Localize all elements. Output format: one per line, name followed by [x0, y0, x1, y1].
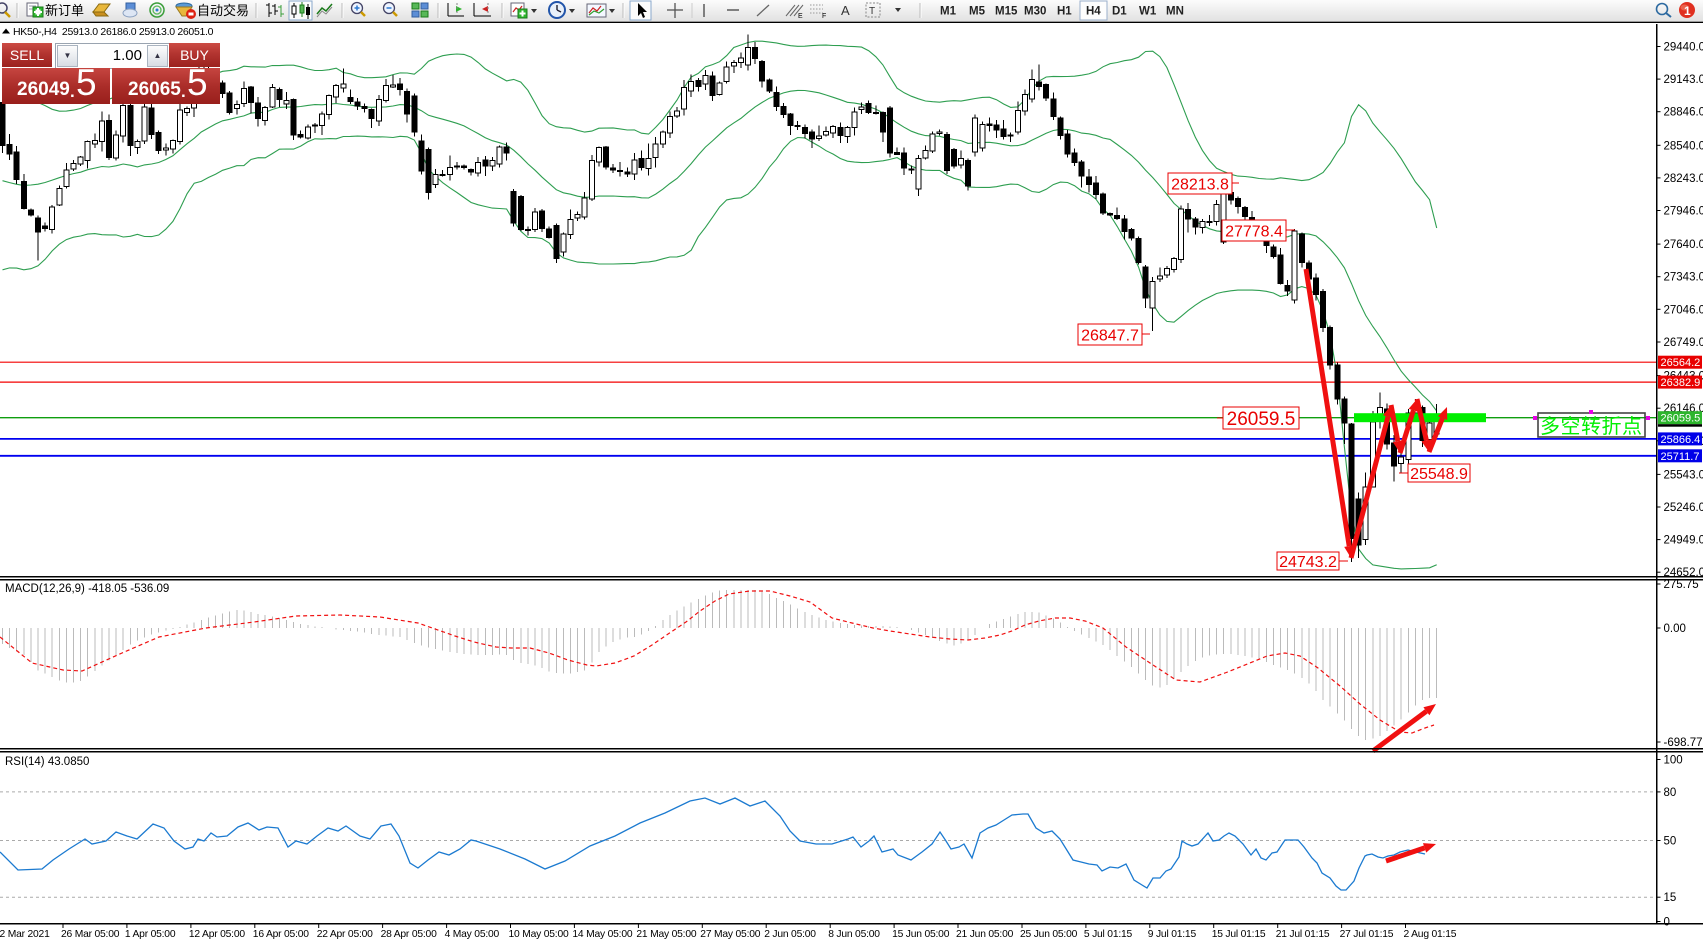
svg-text:16 Apr 05:00: 16 Apr 05:00 [253, 929, 309, 940]
svg-text:14 May 05:00: 14 May 05:00 [572, 929, 632, 940]
svg-text:24743.2: 24743.2 [1279, 554, 1337, 571]
svg-text:T: T [869, 6, 875, 17]
svg-text:26749.0: 26749.0 [1664, 337, 1703, 349]
svg-text:15 Jul 01:15: 15 Jul 01:15 [1212, 929, 1266, 940]
svg-text:M15: M15 [995, 6, 1018, 18]
svg-text:F: F [822, 13, 826, 20]
svg-text:15: 15 [1664, 892, 1677, 904]
svg-text:HK50-,H4 25913.0 26186.0 2591: HK50-,H4 25913.0 26186.0 25913.0 26051.0 [13, 26, 214, 38]
svg-text:29440.0: 29440.0 [1664, 42, 1703, 54]
svg-text:H1: H1 [1057, 6, 1072, 18]
svg-text:D1: D1 [1112, 6, 1127, 18]
svg-text:H4: H4 [1086, 6, 1101, 18]
svg-text:12 Apr 05:00: 12 Apr 05:00 [189, 929, 245, 940]
svg-text:28213.8: 28213.8 [1171, 176, 1229, 193]
svg-text:24652.0: 24652.0 [1664, 567, 1703, 579]
svg-text:8 Jun 05:00: 8 Jun 05:00 [828, 929, 880, 940]
svg-text:4 May 05:00: 4 May 05:00 [445, 929, 500, 940]
svg-text:W1: W1 [1139, 6, 1157, 18]
svg-text:26059.5: 26059.5 [1661, 413, 1701, 425]
svg-text:29143.0: 29143.0 [1664, 74, 1703, 86]
svg-text:22 Mar 2021: 22 Mar 2021 [0, 929, 50, 940]
svg-text:M1: M1 [940, 6, 957, 18]
svg-text:27046.0: 27046.0 [1664, 304, 1703, 316]
svg-text:26 Mar 05:00: 26 Mar 05:00 [61, 929, 120, 940]
svg-text:25 Jun 05:00: 25 Jun 05:00 [1020, 929, 1078, 940]
svg-text:0: 0 [1664, 917, 1670, 929]
svg-text:28243.0: 28243.0 [1664, 173, 1703, 185]
svg-text:新订单: 新订单 [45, 3, 84, 18]
svg-text:27640.0: 27640.0 [1664, 239, 1703, 251]
svg-text:25543.0: 25543.0 [1664, 469, 1703, 481]
svg-text:25711.7: 25711.7 [1661, 451, 1700, 463]
svg-text:28 Apr 05:00: 28 Apr 05:00 [381, 929, 437, 940]
svg-text:21 Jun 05:00: 21 Jun 05:00 [956, 929, 1014, 940]
svg-text:50: 50 [1664, 836, 1677, 848]
svg-text:27 Jul 01:15: 27 Jul 01:15 [1340, 929, 1394, 940]
svg-text:27946.0: 27946.0 [1664, 206, 1703, 218]
svg-text:2 Aug 01:15: 2 Aug 01:15 [1404, 929, 1457, 940]
svg-text:26564.2: 26564.2 [1661, 357, 1701, 369]
svg-text:0.00: 0.00 [1664, 623, 1686, 635]
svg-text:10 May 05:00: 10 May 05:00 [509, 929, 569, 940]
svg-text:自动交易: 自动交易 [197, 3, 249, 18]
svg-text:A: A [841, 3, 850, 18]
svg-text:多空转折点: 多空转折点 [1540, 415, 1643, 438]
svg-text:275.75: 275.75 [1664, 579, 1699, 591]
svg-text:1 Apr 05:00: 1 Apr 05:00 [125, 929, 176, 940]
svg-text:28540.0: 28540.0 [1664, 140, 1703, 152]
svg-text:2 Jun 05:00: 2 Jun 05:00 [764, 929, 816, 940]
svg-text:15 Jun 05:00: 15 Jun 05:00 [892, 929, 950, 940]
svg-text:27 May 05:00: 27 May 05:00 [700, 929, 760, 940]
svg-text:26382.9: 26382.9 [1661, 377, 1701, 389]
svg-text:5 Jul 01:15: 5 Jul 01:15 [1084, 929, 1133, 940]
svg-text:80: 80 [1664, 787, 1677, 799]
svg-text:-698.77: -698.77 [1664, 737, 1703, 749]
svg-text:21 May 05:00: 21 May 05:00 [636, 929, 696, 940]
svg-text:M30: M30 [1024, 6, 1046, 18]
svg-text:MN: MN [1166, 6, 1184, 18]
svg-text:26847.7: 26847.7 [1081, 327, 1139, 344]
svg-text:100: 100 [1664, 755, 1683, 767]
svg-text:1: 1 [1684, 4, 1691, 18]
svg-text:27778.4: 27778.4 [1225, 223, 1283, 240]
svg-text:M5: M5 [969, 6, 986, 18]
svg-text:21 Jul 01:15: 21 Jul 01:15 [1276, 929, 1330, 940]
svg-text:RSI(14) 43.0850: RSI(14) 43.0850 [5, 756, 89, 768]
svg-text:28846.0: 28846.0 [1664, 107, 1703, 119]
svg-text:MACD(12,26,9) -418.05 -536.09: MACD(12,26,9) -418.05 -536.09 [5, 583, 169, 595]
svg-text:27343.0: 27343.0 [1664, 272, 1703, 284]
svg-text:E: E [798, 13, 803, 20]
svg-text:9 Jul 01:15: 9 Jul 01:15 [1148, 929, 1197, 940]
svg-text:22 Apr 05:00: 22 Apr 05:00 [317, 929, 373, 940]
svg-text:25866.4: 25866.4 [1661, 434, 1701, 446]
svg-text:24949.0: 24949.0 [1664, 535, 1703, 547]
svg-text:26059.5: 26059.5 [1227, 409, 1296, 430]
svg-text:25246.0: 25246.0 [1664, 502, 1703, 514]
svg-text:25548.9: 25548.9 [1410, 466, 1468, 483]
